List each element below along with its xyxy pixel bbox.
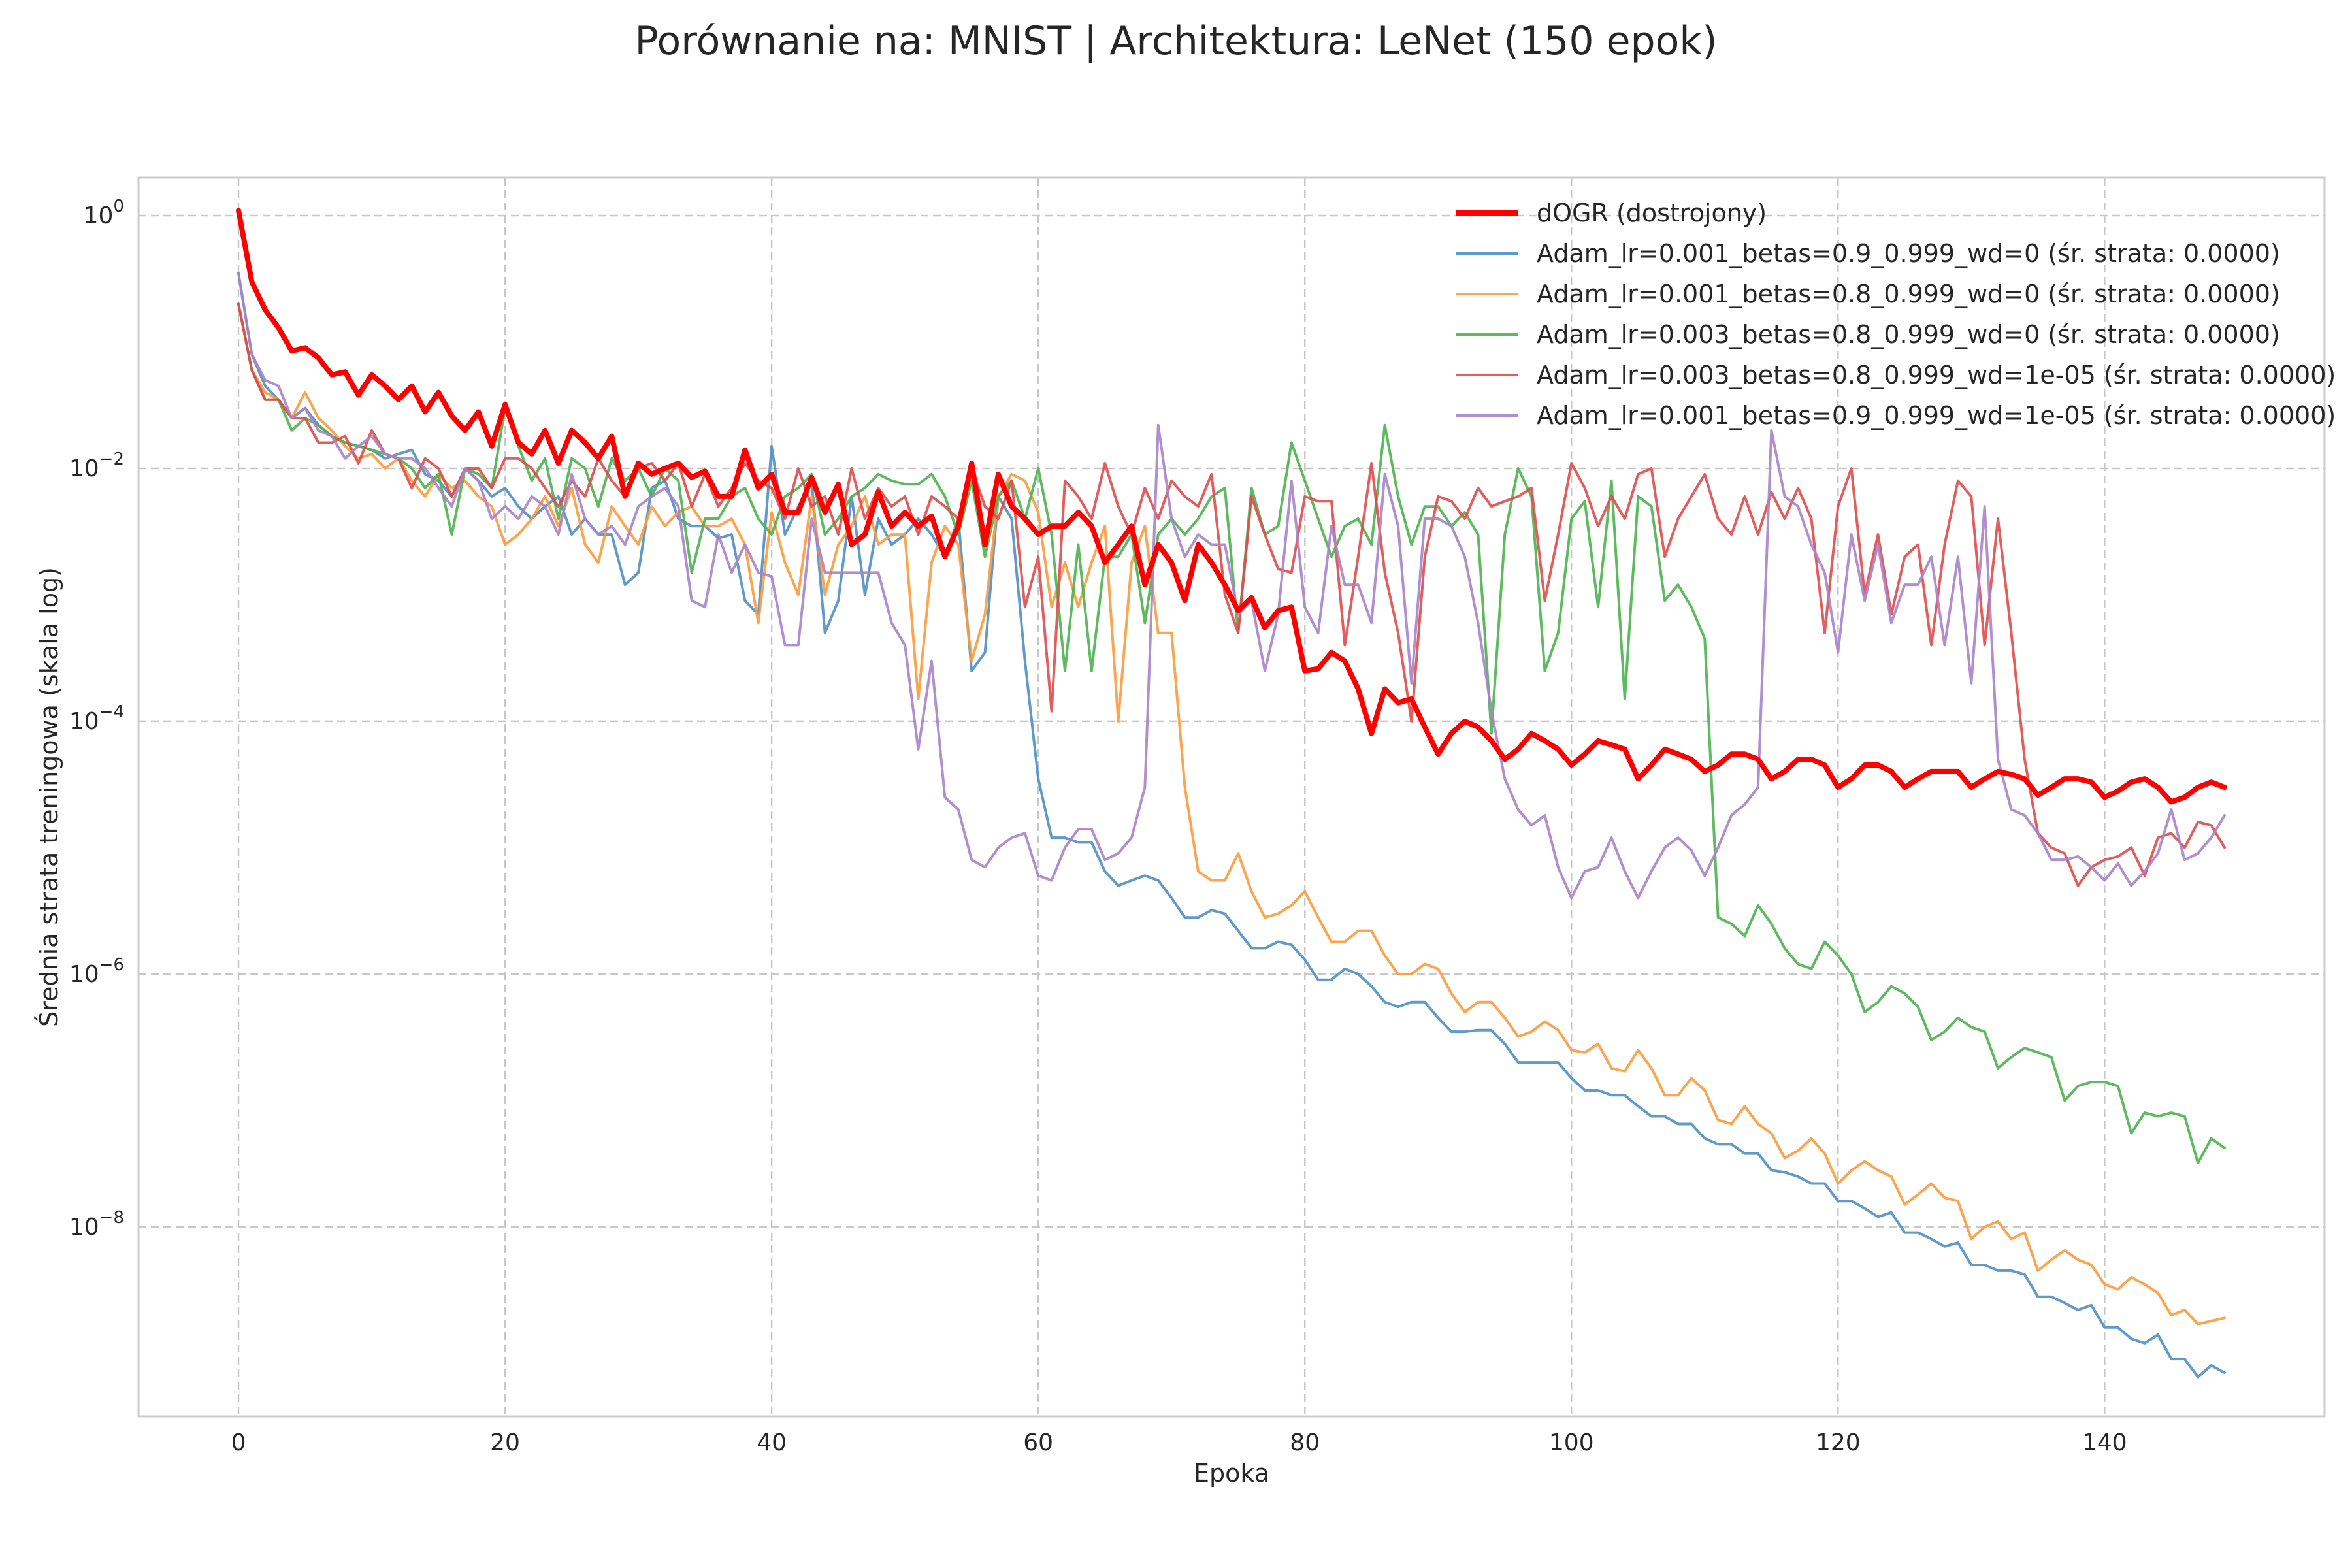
y-axis-label: Średnia strata treningowa (skala log) xyxy=(35,567,63,1027)
x-tick-label: 20 xyxy=(490,1429,520,1456)
series-layer xyxy=(236,208,2227,1379)
y-tick-label: 100 xyxy=(84,197,124,229)
series-line-2 xyxy=(237,302,2226,1326)
series-line-1 xyxy=(237,272,2226,1379)
x-tick-label: 100 xyxy=(1549,1429,1594,1456)
y-tick-exponent: 0 xyxy=(113,197,124,216)
legend: dOGR (dostrojony) Adam_lr=0.001_betas=0.9… xyxy=(1456,199,2336,430)
series-line-5 xyxy=(237,272,2226,900)
y-tick-base: 10 xyxy=(69,455,99,482)
chart-title: Porównanie na: MNIST | Architektura: LeN… xyxy=(634,18,1718,64)
y-tick-label: 10−6 xyxy=(69,955,124,988)
y-tick-exponent: −4 xyxy=(99,702,124,722)
plot-frame xyxy=(137,176,2326,1418)
legend-label-0: dOGR (dostrojony) xyxy=(1537,199,1767,227)
x-tick-label: 0 xyxy=(231,1429,246,1456)
x-tick-label: 40 xyxy=(757,1429,787,1456)
legend-label-2: Adam_lr=0.001_betas=0.8_0.999_wd=0 (śr. … xyxy=(1537,280,2280,308)
y-tick-label: 10−4 xyxy=(69,702,124,735)
series-line-3 xyxy=(237,302,2226,1165)
y-tick-base: 10 xyxy=(69,1214,99,1241)
legend-label-4: Adam_lr=0.003_betas=0.8_0.999_wd=1e-05 (… xyxy=(1537,361,2336,389)
legend-label-5: Adam_lr=0.001_betas=0.9_0.999_wd=1e-05 (… xyxy=(1537,401,2336,430)
x-tick-label: 120 xyxy=(1816,1429,1861,1456)
legend-label-1: Adam_lr=0.001_betas=0.9_0.999_wd=0 (śr. … xyxy=(1537,239,2280,268)
x-tick-label: 80 xyxy=(1290,1429,1320,1456)
x-axis-label: Epoka xyxy=(1194,1459,1269,1488)
legend-label-3: Adam_lr=0.003_betas=0.8_0.999_wd=0 (śr. … xyxy=(1537,320,2280,349)
y-tick-label: 10−8 xyxy=(69,1208,124,1241)
x-tick-label: 140 xyxy=(2082,1429,2127,1456)
y-tick-exponent: −2 xyxy=(99,449,124,469)
series-line-0 xyxy=(236,208,2227,805)
y-tick-base: 10 xyxy=(84,203,114,229)
y-tick-exponent: −8 xyxy=(99,1208,124,1228)
y-tick-base: 10 xyxy=(69,708,99,735)
grid-layer xyxy=(139,178,2325,1416)
x-tick-label: 60 xyxy=(1023,1429,1053,1456)
y-tick-base: 10 xyxy=(69,961,99,988)
y-tick-label: 10−2 xyxy=(69,449,124,482)
y-tick-exponent: −6 xyxy=(99,955,124,975)
